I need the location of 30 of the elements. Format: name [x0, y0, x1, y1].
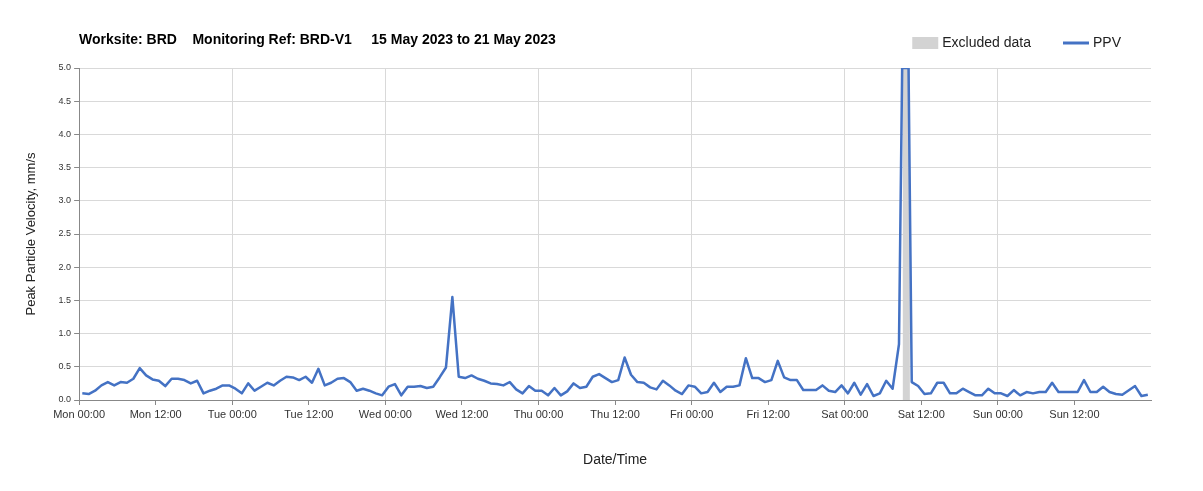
x-tick-label: Tue 00:00 [207, 407, 257, 420]
y-tick-label: 2.5 [58, 228, 72, 239]
x-tick-label: Sun 00:00 [972, 407, 1023, 420]
x-tick-label: Thu 12:00 [590, 407, 640, 420]
y-tick-label: 1.5 [58, 294, 72, 305]
x-tick-label: Fri 00:00 [669, 407, 714, 420]
x-tick-label: Wed 12:00 [435, 407, 489, 420]
y-tick-label: 2.0 [58, 261, 72, 272]
x-tick-label: Tue 12:00 [284, 407, 334, 420]
y-tick-label: 4.0 [58, 128, 72, 139]
y-tick-label: 4.5 [58, 95, 72, 106]
y-tick-label: 1.0 [58, 328, 72, 339]
y-axis-title: Peak Particle Velocity, mm/s [23, 151, 39, 316]
chart-title: Worksite: BRD Monitoring Ref: BRD-V1 15 May 2023 to 21 May 2023 [79, 30, 556, 47]
legend-label: PPV [1092, 33, 1122, 50]
x-tick-label: Sat 12:00 [897, 407, 945, 420]
x-tick-label: Fri 12:00 [746, 407, 790, 420]
x-axis-title: Date/Time [583, 451, 648, 468]
x-tick-label: Mon 12:00 [129, 407, 182, 420]
legend-label: Excluded data [942, 33, 1032, 50]
y-tick-label: 0.0 [58, 394, 72, 405]
y-tick-label: 3.5 [58, 162, 72, 173]
x-tick-label: Wed 00:00 [358, 407, 412, 420]
y-tick-label: 3.0 [58, 195, 72, 206]
x-tick-label: Sun 12:00 [1049, 407, 1100, 420]
x-tick-label: Mon 00:00 [53, 407, 106, 420]
y-tick-label: 0.5 [58, 361, 72, 372]
x-tick-label: Thu 00:00 [513, 407, 564, 420]
x-tick-label: Sat 00:00 [821, 407, 869, 420]
y-tick-label: 5.0 [58, 62, 72, 73]
